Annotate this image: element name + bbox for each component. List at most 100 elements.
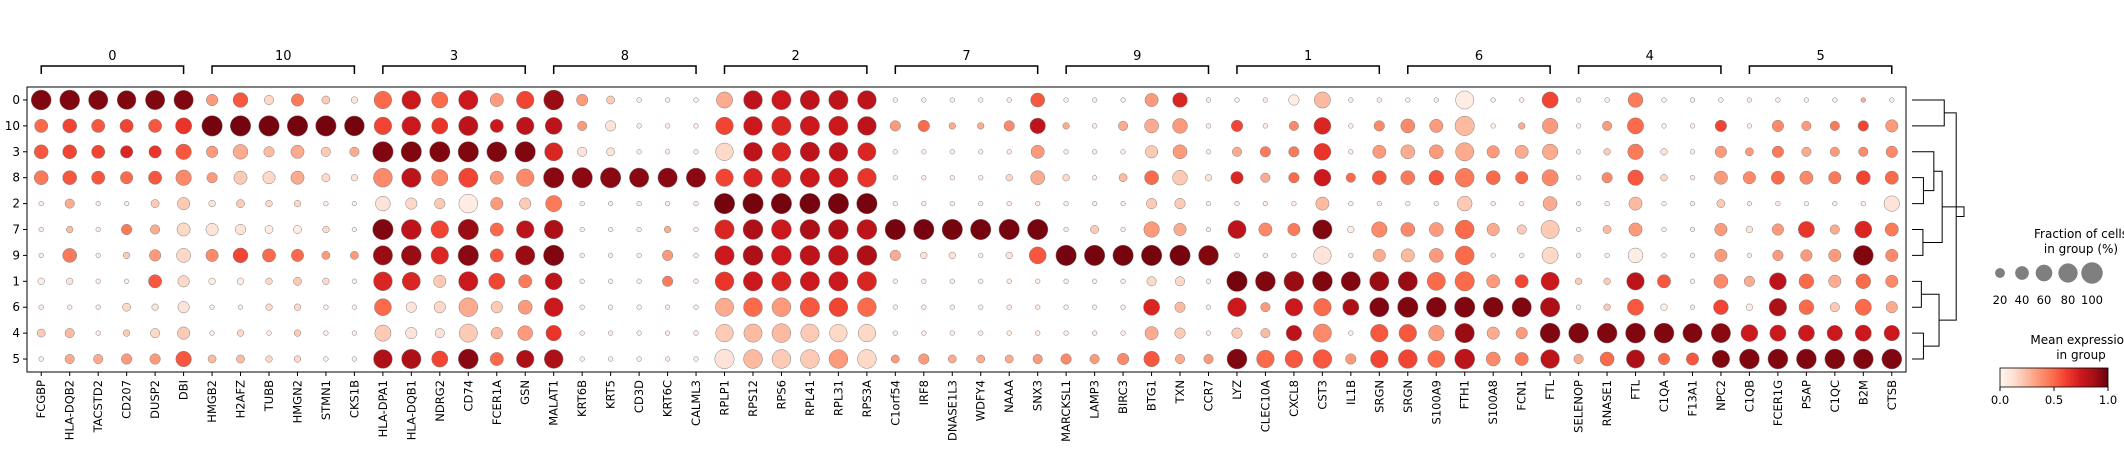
dot-3-FCGBP <box>33 144 49 160</box>
dot-8-F13A1 <box>1689 175 1696 181</box>
dot-10-B2M <box>1857 120 1869 132</box>
dot-4-RPS6 <box>771 323 792 343</box>
dot-8-CLEC10A <box>1260 172 1271 183</box>
dot-8-FTL <box>1627 169 1644 186</box>
dot-3-CD3D <box>636 149 642 155</box>
bracket-9 <box>1065 65 1210 74</box>
dot-0-STMN1 <box>321 95 331 105</box>
dot-8-B2M <box>1856 170 1871 185</box>
dot-4-DBI <box>177 326 191 340</box>
dot-1-NPC2 <box>1713 274 1729 289</box>
dot-8-HLA-DQB2 <box>62 170 77 185</box>
dot-1-RPL31 <box>828 271 849 292</box>
dot-6-SRGN <box>1369 297 1390 318</box>
size-legend-dot-100 <box>2081 262 2103 284</box>
dot-0-NAAA <box>1006 97 1012 103</box>
dot-5-CXCL8 <box>1284 349 1303 369</box>
dot-10-RPS12 <box>743 116 763 136</box>
dot-9-HMGB2 <box>205 248 219 262</box>
dot-1-S100A8 <box>1486 274 1501 289</box>
dot-1-RPS6 <box>771 271 792 292</box>
dot-5-HMGN2 <box>293 355 302 363</box>
dot-10-IL1B <box>1348 123 1354 129</box>
color-legend-title-line2: in group <box>2056 348 2106 362</box>
dot-10-DNASE1L3 <box>948 122 956 130</box>
dot-7-SRGN <box>1371 221 1388 238</box>
dot-4-FCGBP <box>36 328 46 338</box>
dot-7-DNASE1L3 <box>941 219 963 240</box>
dot-10-GSN <box>516 116 535 135</box>
dot-2-NPC2 <box>1716 199 1726 208</box>
dot-0-DNASE1L3 <box>949 97 955 103</box>
dot-10-CCR7 <box>1205 123 1212 129</box>
dot-3-MARCKSL1 <box>1063 149 1069 155</box>
dot-3-F13A1 <box>1689 149 1696 155</box>
y-tick-label-1: 1 <box>12 274 20 288</box>
dot-0-NDRG2 <box>431 91 449 109</box>
dot-1-DNASE1L3 <box>949 278 955 284</box>
dot-3-SRGN <box>1400 144 1416 160</box>
dot-8-BTG1 <box>1144 170 1159 185</box>
dot-8-NDRG2 <box>431 169 449 187</box>
x-tick-label-MARCKSL1: MARCKSL1 <box>1059 380 1073 442</box>
dot-9-CD207 <box>123 251 131 259</box>
dot-4-CLEC10A <box>1260 328 1271 339</box>
dot-10-RPS6 <box>771 115 792 136</box>
dot-4-RPS12 <box>743 323 763 343</box>
dot-0-KRT6B <box>576 94 589 106</box>
dot-0-F13A1 <box>1689 97 1696 103</box>
dot-5-SELENOP <box>1573 354 1584 364</box>
dot-10-FCER1A <box>489 119 504 133</box>
dot-3-CXCL8 <box>1288 146 1300 158</box>
dot-2-RPL41 <box>799 193 821 215</box>
dot-5-FTH1 <box>1454 348 1475 370</box>
dot-6-CCR7 <box>1205 304 1212 310</box>
size-legend-dot-40 <box>2015 266 2029 280</box>
dot-8-S100A9 <box>1428 170 1444 186</box>
x-tick-label-CCR7: CCR7 <box>1201 380 1215 411</box>
dot-6-NAAA <box>1006 304 1012 310</box>
dot-8-HLA-DPA1 <box>373 168 393 188</box>
dot-9-TACSTD2 <box>95 252 101 258</box>
dot-4-NDRG2 <box>434 328 445 339</box>
dot-10-DBI <box>175 117 192 135</box>
dot-4-IL1B <box>1348 330 1354 336</box>
dot-0-HLA-DQB1 <box>401 90 421 110</box>
dot-8-DNASE1L3 <box>949 175 955 181</box>
dot-9-CTSB <box>1885 248 1899 262</box>
bracket-label-8: 8 <box>621 49 629 64</box>
dot-1-FCER1A <box>488 272 506 290</box>
dot-7-HMGN2 <box>293 225 302 234</box>
dendrogram-link-7 <box>1922 170 1943 243</box>
dot-3-KRT6B <box>577 146 588 157</box>
dot-9-BIRC3 <box>1112 244 1134 266</box>
dot-1-FCN1 <box>1514 274 1529 289</box>
dot-10-SNX3 <box>1029 117 1046 134</box>
dot-0-RPL31 <box>828 90 849 110</box>
y-tick-label-9: 9 <box>12 248 20 262</box>
dot-8-CST3 <box>1313 168 1332 187</box>
dot-4-WDFY4 <box>978 330 984 336</box>
dot-6-FCER1A <box>490 301 503 314</box>
dot-7-CALML3 <box>693 226 699 233</box>
dot-0-CD207 <box>116 90 137 110</box>
dot-6-CD207 <box>122 302 131 312</box>
dot-1-CD74 <box>458 271 479 292</box>
dot-7-BIRC3 <box>1120 226 1126 233</box>
dot-1-TACSTD2 <box>95 278 101 284</box>
dot-7-DBI <box>176 222 191 237</box>
dot-5-RPLP1 <box>714 349 735 369</box>
dot-8-MARCKSL1 <box>1062 174 1070 182</box>
dot-1-LYZ <box>1226 270 1248 292</box>
dot-2-CD74 <box>458 193 478 214</box>
dot-5-DNASE1L3 <box>947 354 957 364</box>
y-tick-label-7: 7 <box>12 223 20 237</box>
dot-2-CALML3 <box>693 201 699 207</box>
dot-0-C1orf54 <box>892 97 898 103</box>
dot-7-CLEC10A <box>1258 222 1273 237</box>
dot-6-CXCL8 <box>1284 298 1303 317</box>
dot-2-RPS12 <box>742 193 764 215</box>
dot-8-FCN1 <box>1515 171 1529 185</box>
y-tick-label-10: 10 <box>5 119 20 133</box>
dot-4-DUSP2 <box>150 328 161 339</box>
